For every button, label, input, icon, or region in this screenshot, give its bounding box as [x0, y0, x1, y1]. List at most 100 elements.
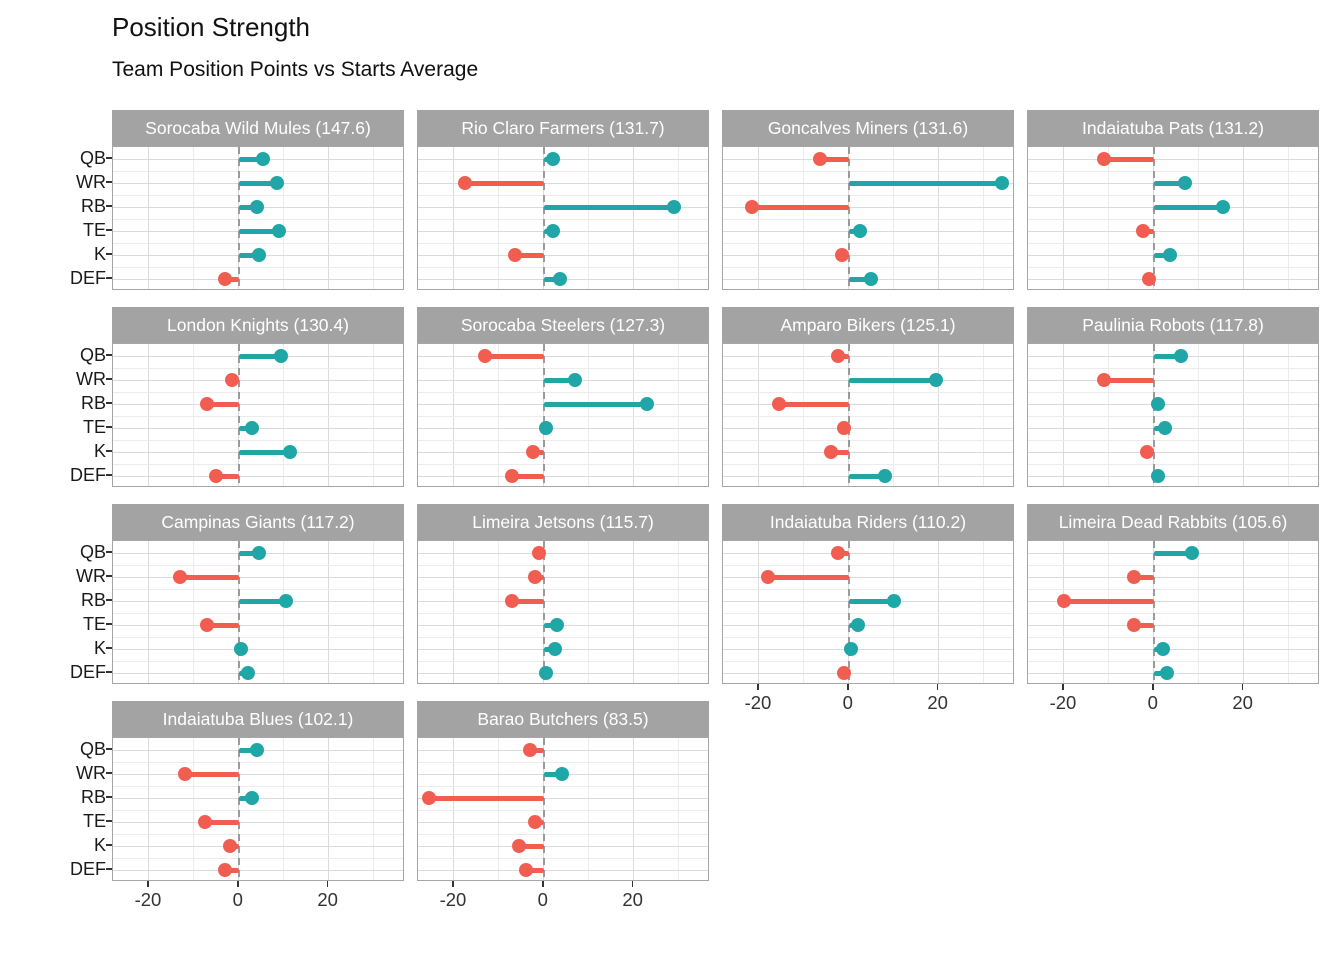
lollipop-dot-wr	[527, 570, 542, 584]
gridline-x-minor	[193, 147, 195, 289]
lollipop-dot-rb	[772, 397, 787, 411]
lollipop-dot-k	[844, 642, 859, 656]
gridline-x-minor	[893, 541, 895, 683]
gridline-x-minor	[678, 738, 680, 880]
gridline-y-minor	[723, 170, 1013, 172]
y-axis-tick	[106, 772, 112, 774]
gridline-x-major	[1243, 541, 1245, 683]
gridline-y-minor	[1028, 660, 1318, 662]
lollipop-dot-wr	[568, 373, 583, 387]
lollipop-stem-rb	[207, 401, 239, 407]
gridline-y-major	[723, 254, 1013, 256]
lollipop-dot-qb	[545, 152, 560, 166]
lollipop-stem-wr	[180, 574, 239, 580]
gridline-x-major	[633, 541, 635, 683]
lollipop-stem-k	[238, 252, 259, 258]
lollipop-stem-wr	[848, 377, 937, 383]
gridline-y-minor	[113, 266, 403, 268]
lollipop-stem-wr	[184, 771, 239, 777]
lollipop-dot-qb	[249, 743, 264, 757]
gridline-y-minor	[418, 415, 708, 417]
lollipop-stem-k	[238, 449, 291, 455]
y-axis-tick	[106, 253, 112, 255]
lollipop-stem-def	[225, 867, 239, 873]
lollipop-dot-k	[252, 248, 266, 262]
y-axis-label-wr: WR	[76, 763, 106, 783]
gridline-y-major	[418, 158, 708, 160]
facet-title: Paulinia Robots (117.8)	[1027, 307, 1319, 343]
lollipop-stem-def	[525, 867, 544, 873]
gridline-y-minor	[723, 194, 1013, 196]
x-axis-tick	[936, 684, 939, 690]
gridline-y-major	[418, 475, 708, 477]
y-axis-label-def: DEF	[70, 465, 106, 485]
y-axis-tick	[106, 796, 112, 798]
gridline-x-major	[1063, 147, 1065, 289]
lollipop-dot-k	[222, 839, 237, 853]
y-axis-tick	[106, 474, 112, 476]
gridline-y-minor	[1028, 367, 1318, 369]
y-axis-label-rb: RB	[80, 196, 106, 216]
zero-reference-line	[1152, 541, 1155, 683]
facet-panel	[112, 737, 404, 881]
gridline-y-minor	[723, 218, 1013, 220]
lollipop-dot-def	[1151, 469, 1166, 483]
lollipop-dot-k	[234, 642, 249, 656]
gridline-y-minor	[113, 218, 403, 220]
gridline-x-minor	[1288, 344, 1290, 486]
gridline-x-minor	[983, 541, 985, 683]
gridline-x-major	[453, 344, 455, 486]
gridline-y-minor	[418, 564, 708, 566]
lollipop-stem-qb	[1104, 156, 1154, 162]
gridline-x-minor	[678, 541, 680, 683]
lollipop-dot-k	[512, 839, 527, 853]
lollipop-dot-k	[835, 248, 850, 262]
y-axis-tick	[106, 426, 112, 428]
gridline-y-major	[418, 672, 708, 674]
gridline-y-major	[113, 475, 403, 477]
lollipop-dot-def	[864, 272, 879, 286]
gridline-x-minor	[283, 541, 285, 683]
gridline-y-major	[723, 672, 1013, 674]
gridline-y-minor	[418, 785, 708, 787]
lollipop-dot-def	[209, 469, 224, 483]
facet-title: Rio Claro Farmers (131.7)	[417, 110, 709, 146]
gridline-y-major	[1028, 158, 1318, 160]
y-axis-tick	[106, 277, 112, 279]
lollipop-dot-rb	[200, 397, 215, 411]
lollipop-stem-wr	[465, 180, 544, 186]
facet-panel	[722, 343, 1014, 487]
gridline-y-minor	[113, 194, 403, 196]
x-axis-label: 0	[842, 692, 853, 713]
gridline-y-minor	[1028, 391, 1318, 393]
gridline-x-minor	[1198, 541, 1200, 683]
facet-panel	[417, 343, 709, 487]
gridline-x-minor	[803, 344, 805, 486]
lollipop-stem-wr	[1104, 377, 1154, 383]
y-axis-label-wr: WR	[76, 566, 106, 586]
facet-panel	[417, 146, 709, 290]
gridline-x-major	[938, 541, 940, 683]
lollipop-stem-def	[216, 473, 239, 479]
lollipop-dot-k	[525, 445, 540, 459]
gridline-y-minor	[113, 439, 403, 441]
gridline-x-minor	[193, 541, 195, 683]
lollipop-stem-def	[848, 473, 885, 479]
lollipop-stem-def	[543, 276, 560, 282]
lollipop-stem-rb	[1153, 204, 1224, 210]
y-axis-label-te: TE	[82, 614, 106, 634]
gridline-x-major	[148, 344, 150, 486]
y-axis-label-qb: QB	[79, 542, 106, 562]
lollipop-dot-wr	[1097, 373, 1112, 387]
lollipop-dot-te	[245, 421, 260, 435]
gridline-y-minor	[1028, 194, 1318, 196]
lollipop-dot-def	[518, 863, 533, 877]
gridline-y-major	[723, 355, 1013, 357]
y-axis-label-te: TE	[82, 811, 106, 831]
gridline-y-minor	[1028, 612, 1318, 614]
lollipop-dot-wr	[1126, 570, 1141, 584]
gridline-y-major	[1028, 278, 1318, 280]
lollipop-dot-qb	[812, 152, 827, 166]
y-axis-label-rb: RB	[80, 787, 106, 807]
